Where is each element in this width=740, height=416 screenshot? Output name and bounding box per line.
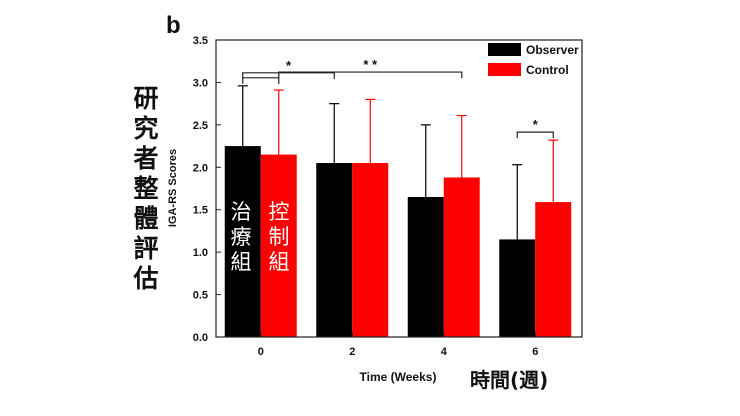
observer-bar (407, 196, 444, 337)
control-bar-annotation: 控制組 (268, 200, 290, 274)
significance-bracket (242, 72, 335, 79)
legend-label-control: Control (526, 63, 569, 77)
y-axis-label: IGA-RS Scores (167, 149, 179, 227)
legend-swatch-control (488, 63, 521, 76)
y-tick-label: 1.0 (193, 247, 208, 259)
y-tick-label: 1.5 (193, 205, 208, 217)
x-axis-label: Time (Weeks) (360, 370, 437, 384)
y-tick-label: 3.5 (193, 35, 208, 47)
y-tick-label: 2.0 (193, 162, 208, 174)
x-tick-label: 2 (349, 346, 355, 358)
x-tick-label: 6 (532, 346, 538, 358)
legend-swatch-observer (488, 43, 521, 56)
control-bar (535, 202, 572, 337)
plot-frame (215, 39, 583, 338)
y-tick-label: 2.5 (193, 120, 208, 132)
significance-bracket (516, 131, 554, 139)
x-tick-label: 0 (258, 346, 264, 358)
y-tick-label: 0.5 (193, 290, 208, 302)
significance-bracket (242, 77, 280, 84)
x-tick-label: 4 (441, 346, 448, 358)
significance-label: * (533, 117, 539, 132)
significance-label: * (286, 58, 292, 73)
y-tick-label: 0.0 (193, 332, 208, 344)
panel-label: b (166, 12, 181, 39)
significance-bracket (278, 71, 463, 79)
observer-bar (499, 239, 536, 337)
vertical-cjk-label: 研究者整體評估 (133, 84, 159, 293)
legend-label-observer: Observer (526, 43, 579, 57)
control-bar (260, 154, 297, 337)
observer-bar (224, 146, 261, 337)
control-bar (443, 177, 480, 337)
observer-bar (316, 163, 353, 337)
y-tick-label: 3.0 (193, 77, 208, 89)
control-bar (352, 163, 389, 337)
observer-bar-annotation: 治療組 (230, 200, 252, 274)
x-axis-cjk-label: 時間(週) (470, 368, 549, 392)
significance-label: * * (363, 57, 378, 72)
